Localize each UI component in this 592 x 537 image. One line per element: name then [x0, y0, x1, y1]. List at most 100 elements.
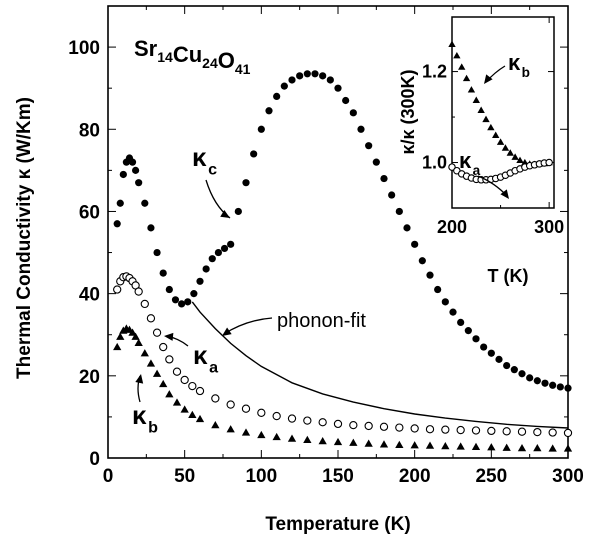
data-point: [280, 82, 288, 90]
data-point: [134, 338, 143, 347]
data-point: [319, 72, 327, 80]
data-point: [349, 109, 357, 117]
inset-data-point: [467, 86, 476, 93]
data-point: [272, 432, 281, 441]
data-point: [214, 248, 222, 257]
data-point: [372, 158, 380, 166]
data-point: [134, 287, 143, 296]
data-point: [410, 441, 419, 449]
data-point: [147, 224, 155, 232]
data-point: [556, 383, 564, 391]
series--c: [113, 70, 572, 392]
data-point: [563, 444, 573, 452]
x-tick-label: 250: [475, 466, 507, 487]
data-point: [226, 425, 235, 433]
data-point: [220, 244, 229, 253]
label-kappa-a-subscript: a: [209, 358, 219, 376]
data-point: [526, 374, 534, 382]
data-point: [196, 277, 204, 285]
data-point: [287, 414, 297, 423]
data-point: [190, 290, 198, 298]
inset-data-point: [496, 138, 505, 145]
inset-data-point: [487, 123, 495, 131]
inset-data-point: [511, 153, 519, 160]
inset-data-point: [472, 96, 480, 103]
data-point: [172, 398, 182, 406]
x-tick-label: 100: [245, 466, 277, 487]
data-point: [487, 443, 496, 451]
data-point: [211, 394, 220, 403]
data-point: [471, 426, 481, 435]
data-point: [333, 437, 343, 446]
data-point: [441, 298, 449, 306]
main-plot: 0 50 100 150 200 250 300 0 20 40 60 80 100 Temperatur…: [14, 5, 584, 535]
data-point: [257, 430, 266, 439]
data-point: [165, 285, 173, 294]
data-point: [128, 158, 137, 166]
compound-element: Sr: [134, 36, 158, 61]
data-point: [426, 271, 434, 279]
compound-element: Cu: [173, 42, 202, 67]
data-point: [318, 418, 327, 427]
y-tick-label: 60: [79, 202, 100, 223]
data-point: [441, 425, 450, 434]
inset-data-point: [477, 106, 485, 113]
y-tick-label: 80: [79, 120, 100, 141]
data-point: [349, 438, 358, 446]
data-point: [365, 142, 373, 150]
data-point: [287, 434, 297, 442]
data-point: [495, 355, 503, 363]
data-point: [202, 265, 210, 273]
inset-y-tick-label: 1.0: [422, 153, 447, 173]
compound-label: Sr14Cu24O41: [134, 36, 251, 77]
arrow-kappa-a: [164, 332, 189, 347]
inset-data-point: [516, 156, 524, 164]
data-point: [303, 416, 312, 425]
data-point: [159, 342, 168, 352]
inset-y-axis-label: κ/κ (300K): [398, 69, 418, 154]
data-point: [517, 427, 527, 436]
data-point: [487, 426, 496, 436]
label-kappa-b-subscript: b: [148, 418, 158, 436]
inset-x-axis-label: T (K): [488, 266, 529, 286]
data-point: [241, 428, 251, 436]
inset-data-point: [492, 131, 500, 138]
inset-y-tick-label: 1.2: [422, 62, 447, 82]
data-point: [135, 179, 143, 187]
data-point: [140, 299, 149, 309]
data-point: [188, 410, 197, 418]
inset-label-kappa-a-symbol: κ: [459, 148, 472, 173]
data-point: [480, 343, 488, 351]
data-point: [425, 425, 435, 434]
data-point: [159, 379, 168, 388]
data-point: [388, 191, 396, 199]
data-point: [272, 411, 281, 421]
data-point: [425, 441, 435, 449]
data-point: [180, 375, 189, 385]
data-point: [403, 224, 411, 232]
phonon-fit-line: [191, 301, 569, 429]
data-point: [456, 425, 465, 435]
data-point: [502, 443, 511, 451]
data-point: [410, 424, 419, 433]
inset-label-kappa-a-subscript: a: [473, 163, 481, 178]
data-point: [487, 349, 495, 357]
inset-data-point: [462, 74, 471, 82]
data-point: [471, 442, 481, 451]
data-point: [510, 366, 518, 374]
data-point: [257, 408, 266, 417]
inset-data-point: [482, 115, 490, 123]
inset-label-kappa-b-symbol: κ: [508, 50, 521, 75]
data-point: [211, 420, 220, 429]
inset-data-point: [458, 63, 466, 70]
data-point: [273, 92, 281, 100]
label-kappa-a-symbol: κ: [193, 340, 208, 370]
compound-subscript: 41: [235, 61, 251, 77]
data-point: [152, 369, 162, 377]
data-point: [128, 328, 137, 336]
data-point: [449, 308, 457, 316]
label-kappa-c-symbol: κ: [192, 142, 207, 172]
data-point: [303, 70, 311, 78]
